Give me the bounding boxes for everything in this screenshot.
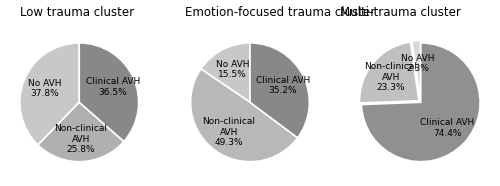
Text: No AVH
37.8%: No AVH 37.8% (28, 79, 62, 98)
Text: Non-clinical
AVH
49.3%: Non-clinical AVH 49.3% (202, 117, 255, 147)
Wedge shape (79, 43, 138, 142)
Text: No AVH
2.3%: No AVH 2.3% (401, 54, 434, 73)
Text: Clinical AVH
74.4%: Clinical AVH 74.4% (420, 118, 474, 137)
Text: No AVH
15.5%: No AVH 15.5% (216, 60, 250, 79)
Text: Multi-trauma cluster: Multi-trauma cluster (340, 6, 461, 19)
Wedge shape (38, 102, 124, 162)
Wedge shape (412, 41, 420, 100)
Text: Non-clinical
AVH
25.8%: Non-clinical AVH 25.8% (54, 124, 107, 154)
Wedge shape (362, 43, 480, 162)
Wedge shape (201, 43, 250, 102)
Wedge shape (360, 42, 419, 103)
Wedge shape (250, 43, 310, 138)
Wedge shape (190, 69, 298, 162)
Wedge shape (20, 43, 79, 145)
Text: Emotion-focused trauma cluster: Emotion-focused trauma cluster (185, 6, 375, 19)
Text: Non-clinical
AVH
23.3%: Non-clinical AVH 23.3% (364, 62, 417, 92)
Text: Clinical AVH
35.2%: Clinical AVH 35.2% (256, 76, 310, 95)
Text: Clinical AVH
36.5%: Clinical AVH 36.5% (86, 77, 140, 97)
Text: Low trauma cluster: Low trauma cluster (20, 6, 134, 19)
